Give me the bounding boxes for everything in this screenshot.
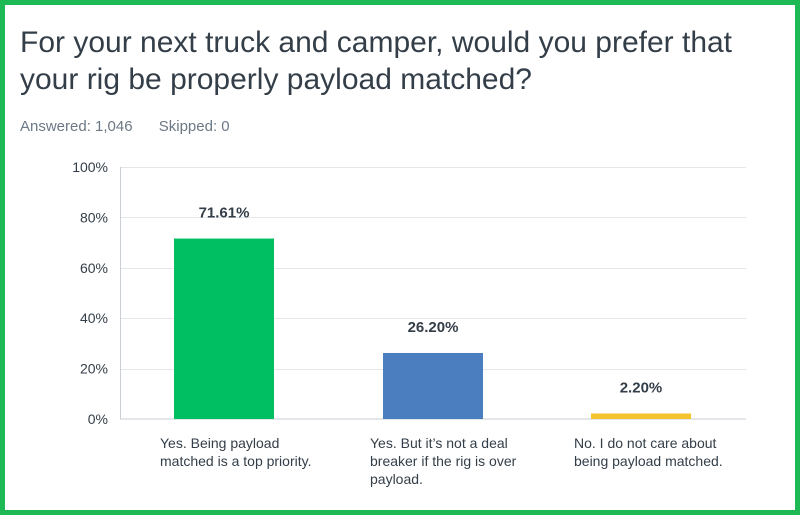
data-label-2: 26.20% — [408, 319, 459, 336]
response-stats: Answered: 1,046 Skipped: 0 — [20, 118, 252, 135]
bar-1 — [174, 238, 274, 419]
y-tick-label: 80% — [80, 209, 108, 225]
bar-3 — [591, 413, 691, 419]
y-tick-label: 40% — [80, 310, 108, 326]
y-tick-label: 100% — [72, 159, 108, 175]
bar-2 — [383, 352, 483, 419]
y-tick-label: 0% — [88, 411, 108, 427]
question-title: For your next truck and camper, would yo… — [20, 26, 733, 96]
category-label-1: Yes. Being payload matched is a top prio… — [160, 435, 312, 469]
category-label-2: Yes. But it’s not a deal breaker if the … — [370, 435, 517, 487]
data-label-3: 2.20% — [620, 379, 663, 396]
skipped-count: Skipped: 0 — [158, 118, 230, 135]
y-tick-label: 60% — [80, 260, 108, 276]
answered-count: Answered: 1,046 — [20, 118, 133, 135]
data-label-1: 71.61% — [199, 205, 250, 222]
y-tick-label: 20% — [80, 361, 108, 377]
category-label-3: No. I do not care about being payload ma… — [574, 435, 723, 469]
